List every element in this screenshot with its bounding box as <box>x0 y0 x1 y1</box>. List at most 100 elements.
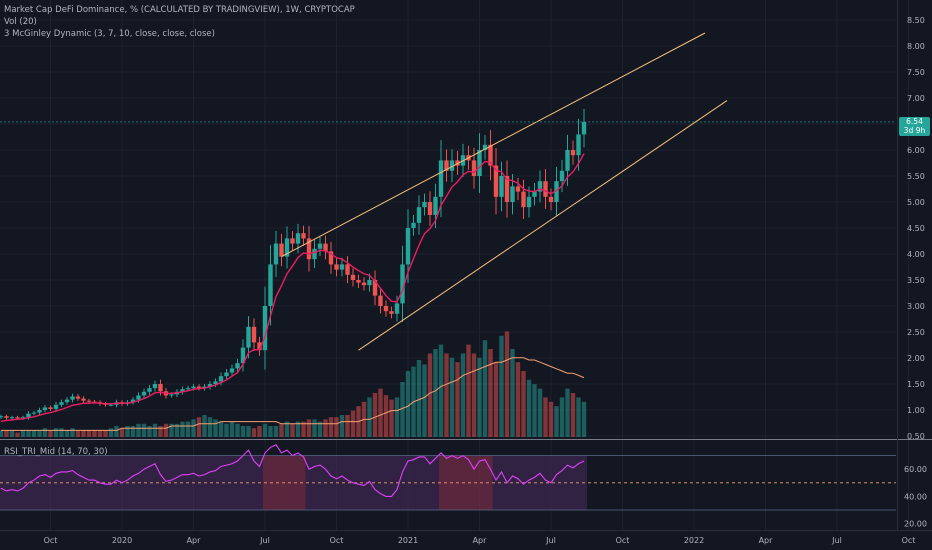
candle-body <box>334 264 339 270</box>
candle-body <box>405 228 411 265</box>
volume-bar <box>213 419 218 437</box>
candle-body <box>570 150 576 156</box>
volume-bar <box>455 362 460 437</box>
volume-bar <box>515 362 521 437</box>
candle-body <box>389 311 394 314</box>
candle-body <box>251 326 257 343</box>
candle-body <box>477 150 482 176</box>
volume-bar <box>554 406 559 437</box>
volume-bar <box>306 419 312 437</box>
candle-body <box>240 347 246 364</box>
volume-bar <box>268 426 273 437</box>
candle-body <box>515 186 521 192</box>
candle-body <box>548 196 554 202</box>
symbol-title[interactable]: Market Cap DeFi Dominance, % (CALCULATED… <box>4 5 355 15</box>
mcginley-line <box>0 153 585 423</box>
candle-body <box>196 386 202 389</box>
candle-body <box>559 170 565 182</box>
volume-ma-line <box>1 357 585 431</box>
candle-body <box>493 165 499 197</box>
volume-bar <box>15 432 20 437</box>
volume-bar <box>31 430 37 437</box>
bar-countdown: 3d 9h <box>903 126 926 135</box>
time-tick-label: Jul <box>545 536 556 545</box>
last-price-value: 6.54 <box>906 117 923 126</box>
time-axis[interactable]: Oct 2020 Apr Jul Oct 2021 Apr Jul Oct 2022 Apr Jul O… <box>44 536 916 545</box>
volume-bar <box>334 417 339 437</box>
time-tick-label: Oct <box>44 536 58 545</box>
volume-bar <box>323 419 328 437</box>
volume-bar <box>130 426 136 437</box>
channel-upper-line <box>281 32 706 258</box>
candle-body <box>565 150 570 171</box>
volume-bar <box>136 423 141 437</box>
candle-body <box>581 121 587 135</box>
volume-study-label[interactable]: Vol (20) <box>4 17 37 27</box>
time-tick-label: 2020 <box>112 536 132 545</box>
candle-body <box>15 417 20 419</box>
volume-bar <box>37 430 42 437</box>
candle-body <box>312 248 317 260</box>
candle-body <box>317 243 323 249</box>
volume-bar <box>504 331 510 437</box>
rsi-axis[interactable]: 60.00 40.00 20.00 <box>904 465 927 528</box>
volume-bar <box>389 399 394 437</box>
candle-body <box>191 386 196 389</box>
volume-bar <box>48 430 53 437</box>
rsi-study-label[interactable]: RSI_TRI_Mid (14, 70, 30) <box>4 447 108 457</box>
volume-bar <box>526 379 532 437</box>
volume-bar <box>543 397 548 437</box>
candle-body <box>444 160 449 171</box>
candle-body <box>345 264 350 275</box>
candle-body <box>4 416 9 418</box>
candle-body <box>576 134 581 156</box>
candle-body <box>213 381 218 384</box>
candle-body <box>521 191 526 208</box>
volume-bar <box>103 430 108 437</box>
volume-bar <box>169 423 174 437</box>
volume-bar <box>191 419 196 437</box>
volume-bar <box>251 428 257 437</box>
volume-bar <box>53 428 59 437</box>
candle-body <box>202 386 207 389</box>
volume-bar <box>466 344 471 437</box>
last-price-badge: 6.54 3d 9h <box>899 117 930 136</box>
volume-bar <box>196 417 202 437</box>
volume-bar <box>460 353 466 437</box>
volume-bar <box>499 335 504 437</box>
candle-body <box>246 326 251 348</box>
volume-bar <box>383 395 389 437</box>
candle-body <box>383 306 389 312</box>
time-tick-label: 2022 <box>684 536 704 545</box>
volume-bar <box>427 353 433 437</box>
candle-body <box>504 176 510 202</box>
rsi-tick-label: 60.00 <box>904 465 927 474</box>
candle-body <box>81 398 86 401</box>
candle-body <box>526 196 532 208</box>
volume-bar <box>372 393 378 437</box>
volume-bar <box>449 357 455 437</box>
volume-bar <box>339 415 345 437</box>
candle-body <box>350 274 356 280</box>
candle-body <box>152 384 158 389</box>
candle-body <box>488 144 493 166</box>
volume-bar <box>510 349 515 437</box>
candle-body <box>356 280 361 283</box>
volume-bar <box>433 349 438 437</box>
mcginley-study-label[interactable]: 3 McGinley Dynamic (3, 7, 10, close, clo… <box>4 29 215 39</box>
volume-bar <box>125 426 130 437</box>
candle-body <box>224 372 229 377</box>
volume-bar <box>394 397 400 437</box>
volume-bar <box>235 423 240 437</box>
price-axis[interactable]: 0.50 1.00 1.50 2.00 2.50 3.00 3.50 4.00 4.50 5.00… <box>907 16 925 441</box>
price-tick-label: 8.00 <box>907 42 925 51</box>
volume-bar <box>422 364 427 437</box>
volume-bar <box>273 426 279 437</box>
volume-bar <box>202 415 207 437</box>
candle-body <box>70 396 75 400</box>
candle-body <box>86 400 92 402</box>
volume-bar <box>158 426 163 437</box>
candle-body <box>416 207 422 223</box>
candle-body <box>147 388 152 392</box>
candle-body <box>284 238 290 257</box>
